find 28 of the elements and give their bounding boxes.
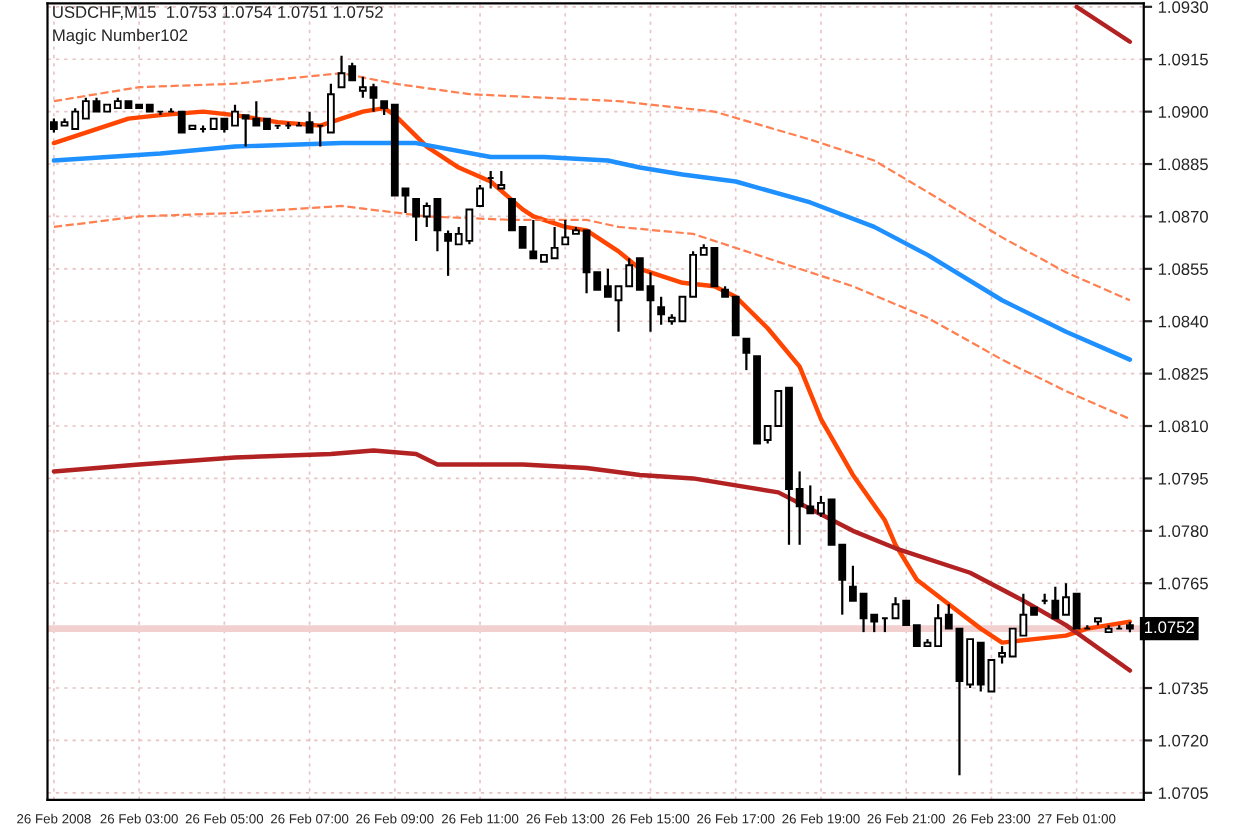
line-series bbox=[51, 140, 1133, 362]
line-series bbox=[52, 204, 1132, 421]
y-tick-label: 1.0780 bbox=[1158, 525, 1208, 538]
y-tick-label: 1.0825 bbox=[1158, 368, 1208, 380]
chart-title: USDCHF,M15 1.0753 1.0754 1.0751 1.0752 bbox=[53, 6, 383, 20]
y-tick-label: 1.0915 bbox=[1158, 53, 1208, 66]
candlestick bbox=[742, 337, 751, 372]
ref-line-label: 1.0752 bbox=[1145, 621, 1194, 634]
y-tick-label: 1.0900 bbox=[1158, 106, 1208, 118]
candlestick bbox=[305, 110, 314, 134]
y-tick-label: 1.0840 bbox=[1158, 315, 1208, 328]
line-series bbox=[51, 448, 1133, 673]
candlestick bbox=[657, 295, 666, 326]
y-tick-label: 1.0720 bbox=[1158, 734, 1208, 747]
candlestick bbox=[561, 218, 570, 246]
y-tick-label: 1.0735 bbox=[1158, 682, 1208, 695]
candlestick bbox=[476, 183, 484, 208]
text: Magic Number102 bbox=[53, 28, 188, 45]
y-tick-label: 1.0870 bbox=[1158, 210, 1208, 223]
y-tick-label: 1.0795 bbox=[1158, 472, 1208, 485]
candlestick bbox=[326, 82, 335, 134]
y-tick-label: 1.0855 bbox=[1158, 263, 1208, 276]
line-series bbox=[52, 72, 1132, 302]
y-tick-label: 1.0930 bbox=[1158, 1, 1208, 14]
y-tick-label: 1.0885 bbox=[1158, 158, 1208, 171]
y-tick-label: 1.0765 bbox=[1158, 577, 1208, 590]
y-tick-label: 1.0705 bbox=[1158, 787, 1208, 800]
y-tick-label: 1.0810 bbox=[1158, 420, 1208, 433]
